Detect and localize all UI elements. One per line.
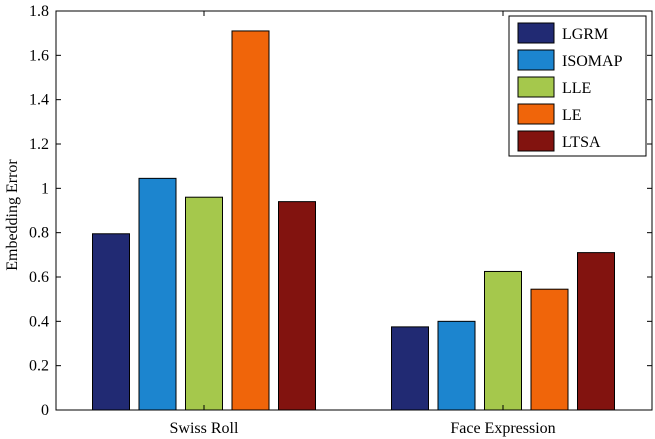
legend-swatch-lle: [517, 76, 555, 98]
y-tick-label: 1.2: [29, 136, 49, 153]
bar-isomap-swiss-roll: [138, 177, 177, 411]
legend-label-ltsa: LTSA: [562, 134, 601, 151]
plot-frame: [55, 10, 653, 411]
y-tick-label: 1.6: [29, 47, 49, 64]
legend-label-lle: LLE: [562, 80, 591, 97]
legend-label-lgrm: LGRM: [562, 26, 608, 43]
x-tick-label: Face Expression: [450, 420, 555, 437]
y-tick-label: 1: [41, 180, 49, 197]
legend-swatch-lgrm: [517, 22, 555, 44]
legend-label-le: LE: [562, 107, 582, 124]
x-tick-label: Swiss Roll: [170, 420, 239, 437]
y-tick-label: 0.4: [29, 313, 49, 330]
bar-ltsa-face-expression: [577, 252, 615, 411]
bar-ltsa-swiss-roll: [278, 201, 316, 411]
legend-swatch-le: [517, 103, 555, 125]
legend-swatch-isomap: [517, 49, 555, 71]
y-tick-label: 0.2: [29, 358, 49, 375]
y-axis-label: Embedding Error: [4, 159, 21, 271]
y-tick-label: 0.6: [29, 269, 49, 286]
y-tick-label: 1.8: [29, 3, 49, 20]
y-tick-label: 0: [41, 402, 49, 419]
legend-swatch-ltsa: [517, 130, 555, 152]
y-tick-label: 0.8: [29, 225, 49, 242]
y-tick-label: 1.4: [29, 92, 49, 109]
legend-label-isomap: ISOMAP: [562, 53, 623, 70]
bar-lgrm-swiss-roll: [92, 233, 130, 411]
bar-isomap-face-expression: [437, 320, 476, 411]
bar-lle-face-expression: [484, 270, 522, 411]
bar-le-face-expression: [530, 288, 569, 411]
bar-le-swiss-roll: [231, 30, 270, 411]
bar-lle-swiss-roll: [185, 196, 223, 411]
bar-lgrm-face-expression: [391, 326, 429, 411]
